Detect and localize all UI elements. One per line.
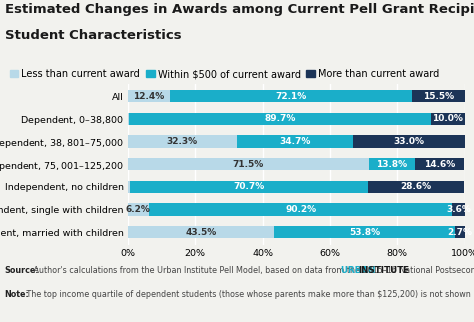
Text: 28.6%: 28.6% (401, 182, 432, 191)
Text: INSTITUTE: INSTITUTE (358, 266, 409, 275)
Bar (149, 203, 452, 216)
Text: Note:: Note: (5, 290, 29, 299)
Bar (431, 113, 465, 125)
Bar (274, 226, 456, 239)
Bar (128, 113, 129, 125)
Text: Source:: Source: (5, 266, 39, 275)
Text: 34.7%: 34.7% (279, 137, 311, 146)
Bar (128, 203, 149, 216)
Text: Author's calculations from the Urban Institute Pell Model, based on data from th: Author's calculations from the Urban Ins… (31, 266, 474, 275)
Text: 53.8%: 53.8% (349, 228, 381, 237)
Text: 32.3%: 32.3% (167, 137, 198, 146)
Text: URBAN: URBAN (341, 266, 379, 275)
Text: 2.7%: 2.7% (447, 228, 473, 237)
Text: 90.2%: 90.2% (285, 205, 316, 214)
Bar (128, 181, 130, 193)
Text: 43.5%: 43.5% (185, 228, 217, 237)
Text: 14.6%: 14.6% (424, 160, 455, 169)
Text: 13.8%: 13.8% (376, 160, 407, 169)
Text: Student Characteristics: Student Characteristics (5, 29, 182, 42)
Bar (354, 135, 465, 148)
Bar (170, 90, 412, 102)
Text: 15.5%: 15.5% (423, 92, 454, 101)
Text: Estimated Changes in Awards among Current Pell Grant Recipients, by: Estimated Changes in Awards among Curren… (5, 3, 474, 16)
Bar (129, 113, 431, 125)
Text: 12.4%: 12.4% (133, 92, 164, 101)
Text: 3.6%: 3.6% (446, 205, 471, 214)
Text: 6.2%: 6.2% (126, 205, 151, 214)
Bar (368, 181, 464, 193)
Bar (128, 90, 170, 102)
Text: 72.1%: 72.1% (275, 92, 307, 101)
Text: 33.0%: 33.0% (393, 137, 425, 146)
Bar (128, 226, 274, 239)
Bar (452, 203, 465, 216)
Text: 71.5%: 71.5% (233, 160, 264, 169)
Bar (369, 158, 415, 170)
Text: 89.7%: 89.7% (264, 114, 296, 123)
Text: 70.7%: 70.7% (233, 182, 264, 191)
Bar (130, 181, 368, 193)
Bar (128, 135, 237, 148)
Text: 10.0%: 10.0% (432, 114, 463, 123)
Bar (237, 135, 354, 148)
Text: The top income quartile of dependent students (those whose parents make more tha: The top income quartile of dependent stu… (24, 290, 474, 299)
Bar (128, 158, 369, 170)
Legend: Less than current award, Within $500 of current award, More than current award: Less than current award, Within $500 of … (9, 69, 439, 79)
Bar (456, 226, 465, 239)
Bar (415, 158, 464, 170)
Bar (412, 90, 465, 102)
